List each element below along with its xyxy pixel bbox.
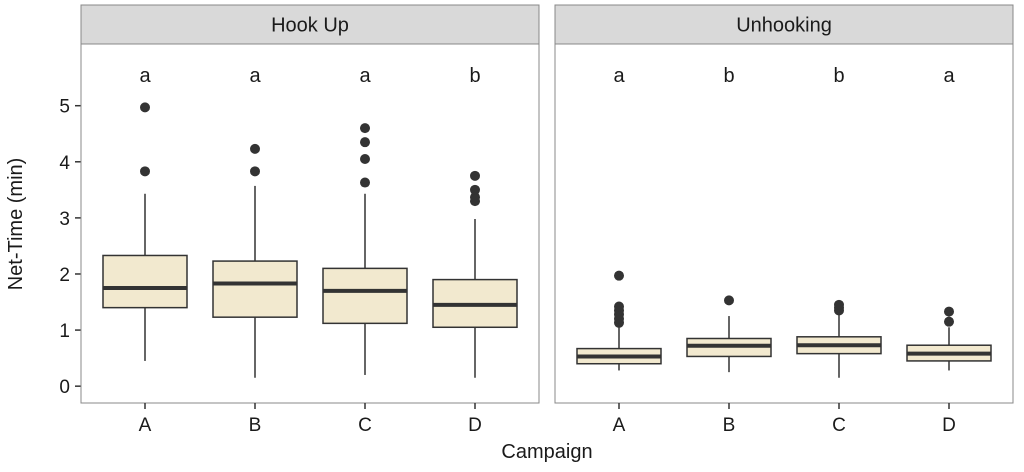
outlier-point [250,166,260,177]
box-C [322,267,408,325]
x-tick-label: B [723,415,736,436]
outlier-point [614,301,624,312]
y-tick-label: 2 [59,265,70,286]
x-tick-label: C [358,415,372,436]
outlier-point [470,170,480,181]
outlier-point [140,102,150,113]
outlier-point [470,192,480,203]
outlier-point [944,316,954,327]
facet-strip-1 [554,4,1014,45]
outlier-point [360,137,370,148]
outlier-point [140,166,150,177]
x-tick-label: A [139,415,152,436]
box-B [212,260,298,318]
y-axis-title: Net-Time (min) [5,158,27,291]
x-tick-label: D [942,415,956,436]
outlier-point [834,299,844,310]
y-tick-label: 1 [59,321,70,342]
outlier-point [614,270,624,281]
facet-strip-title: Hook Up [271,15,349,37]
panel-0 [80,43,540,404]
x-tick-label: D [468,415,482,436]
outlier-point [944,306,954,317]
y-tick-label: 0 [59,377,70,398]
box-A [102,254,188,309]
outlier-point [360,153,370,164]
outlier-point [250,143,260,154]
outlier-point [470,184,480,195]
y-tick-label: 5 [59,97,70,118]
x-tick-label: C [832,415,846,436]
facet-strip-title: Unhooking [736,15,832,37]
significance-letter: a [359,65,371,87]
significance-letter: a [613,65,625,87]
x-tick-label: A [613,415,626,436]
panel-1 [554,43,1014,404]
outlier-point [360,177,370,188]
y-tick-label: 4 [59,153,70,174]
significance-letter: a [139,65,151,87]
significance-letter: a [943,65,955,87]
outlier-point [360,123,370,134]
x-tick-label: B [249,415,262,436]
significance-letter: b [723,65,734,87]
outlier-point [724,295,734,306]
significance-letter: b [469,65,480,87]
y-tick-label: 3 [59,209,70,230]
significance-letter: b [833,65,844,87]
significance-letter: a [249,65,261,87]
x-axis-title: Campaign [501,441,592,463]
